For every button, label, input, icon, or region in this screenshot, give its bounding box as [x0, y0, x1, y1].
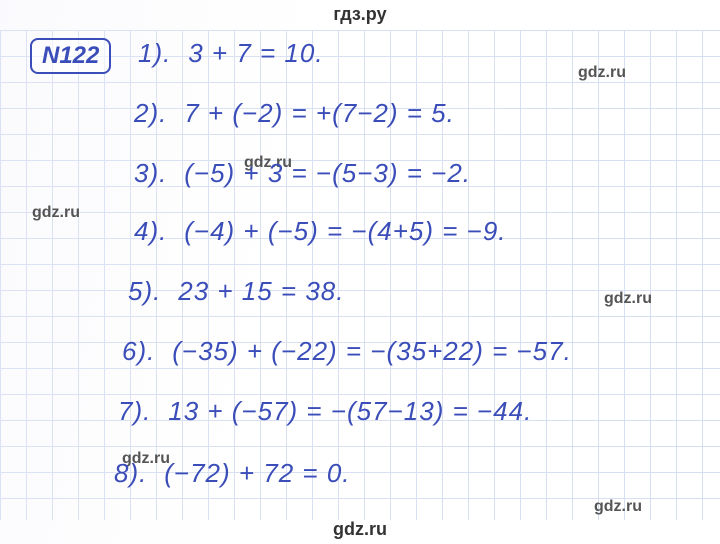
equation-expr: (−35) + (−22) = −(35+22) = −57.: [172, 336, 572, 366]
equation-line: 6). (−35) + (−22) = −(35+22) = −57.: [122, 336, 572, 367]
equation-expr: 13 + (−57) = −(57−13) = −44.: [168, 396, 532, 426]
watermark: gdz.ru: [32, 204, 80, 222]
equation-expr: (−72) + 72 = 0.: [164, 458, 350, 488]
subproblem-number: 7).: [118, 396, 160, 427]
equation-line: 2). 7 + (−2) = +(7−2) = 5.: [134, 98, 455, 129]
equation-line: 1). 3 + 7 = 10.: [138, 38, 324, 69]
equation-expr: 3 + 7 = 10.: [188, 38, 323, 68]
watermark: gdz.ru: [578, 64, 626, 82]
equation-expr: 23 + 15 = 38.: [178, 276, 344, 306]
subproblem-number: 5).: [128, 276, 170, 307]
equation-line: 4). (−4) + (−5) = −(4+5) = −9.: [134, 216, 507, 247]
equation-line: 5). 23 + 15 = 38.: [128, 276, 344, 307]
equation-expr: 7 + (−2) = +(7−2) = 5.: [184, 98, 455, 128]
subproblem-number: 6).: [122, 336, 164, 367]
subproblem-number: 4).: [134, 216, 176, 247]
equation-expr: (−4) + (−5) = −(4+5) = −9.: [184, 216, 506, 246]
equation-line: 8). (−72) + 72 = 0.: [114, 458, 351, 489]
equation-line: 7). 13 + (−57) = −(57−13) = −44.: [118, 396, 532, 427]
subproblem-number: 2).: [134, 98, 176, 129]
subproblem-number: 1).: [138, 38, 180, 69]
problem-number: N122: [30, 38, 111, 74]
equation-line: 3). (−5) + 3 = −(5−3) = −2.: [134, 158, 471, 189]
page-footer: gdz.ru: [0, 519, 720, 540]
watermark: gdz.ru: [594, 498, 642, 516]
page-header: гдз.ру: [0, 4, 720, 25]
subproblem-number: 8).: [114, 458, 156, 489]
watermark: gdz.ru: [604, 290, 652, 308]
equation-expr: (−5) + 3 = −(5−3) = −2.: [184, 158, 471, 188]
subproblem-number: 3).: [134, 158, 176, 189]
